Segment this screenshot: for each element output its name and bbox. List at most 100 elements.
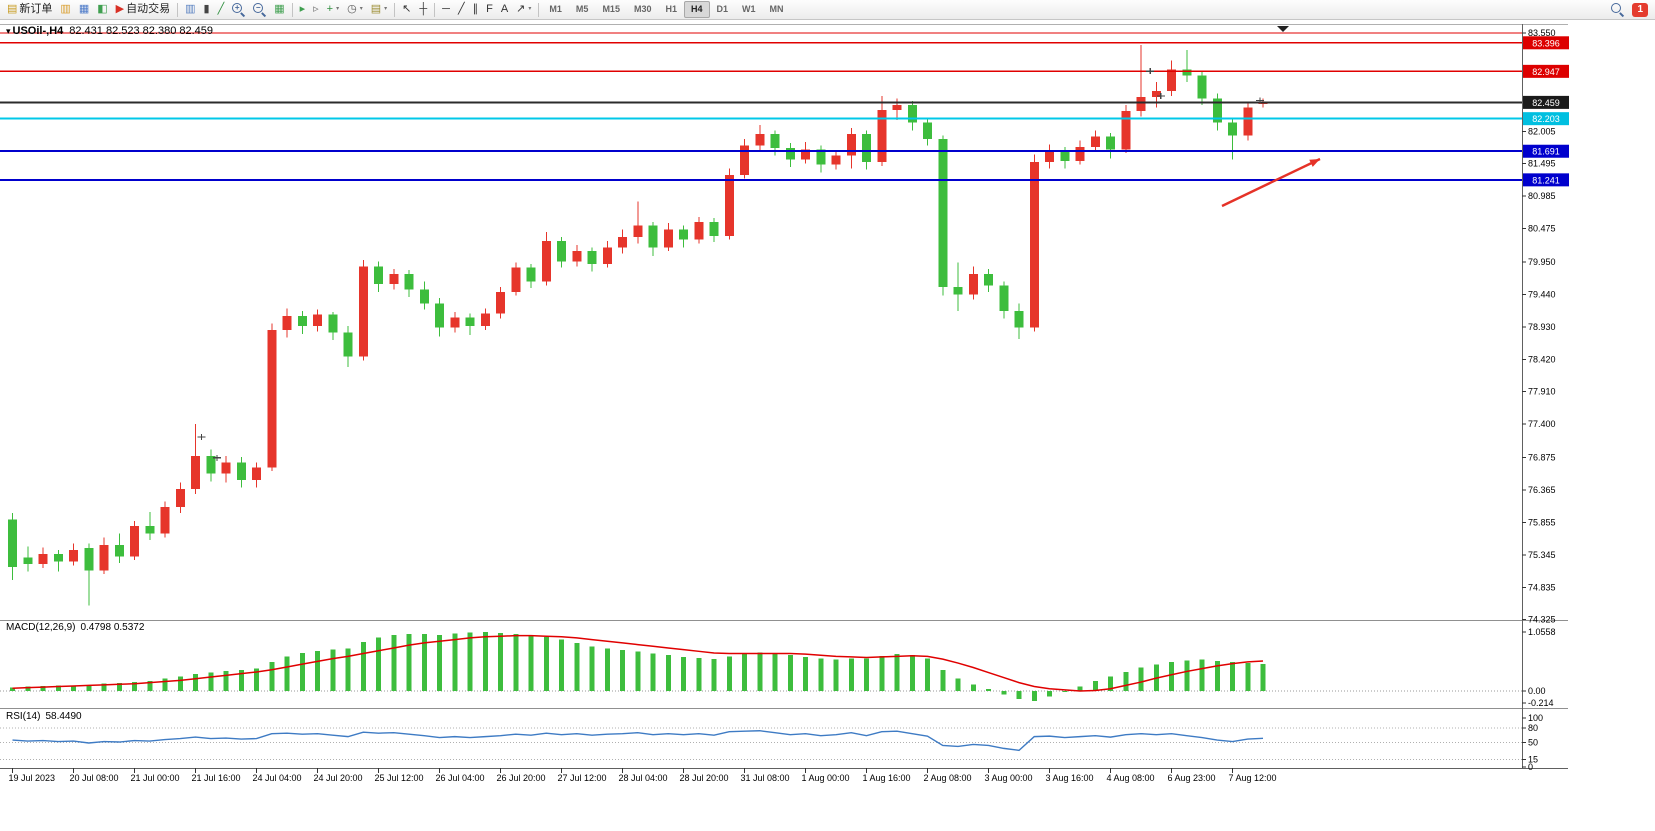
horizontal-line-button[interactable]: ─: [438, 1, 454, 18]
crosshair-button-icon: ┼: [419, 3, 428, 15]
timeframe-m5[interactable]: M5: [575, 4, 589, 14]
chart-canvas[interactable]: 83.550 82.005 81.495 80.985 80.475 79.950 79.4…: [0, 20, 1655, 831]
markers-layer: [197, 68, 1264, 461]
new-order-button-label: 新订单: [19, 3, 53, 15]
cursor-button-icon: ↖: [402, 3, 412, 15]
svg-text:74.835: 74.835: [1528, 582, 1556, 592]
new-order-button[interactable]: ▤ 新订单: [3, 1, 56, 18]
indicators-button[interactable]: + ▾: [323, 1, 343, 18]
svg-text:1.0558: 1.0558: [1528, 627, 1556, 637]
svg-text:3 Aug 00:00: 3 Aug 00:00: [985, 773, 1033, 783]
cursor-button[interactable]: ↖: [398, 1, 415, 18]
auto-trading-button-icon: ▶: [115, 3, 125, 15]
chart-title: ▾ USOil-,H4 82.431 82.523 82.380 82.459: [6, 25, 213, 37]
trendline-button[interactable]: ╱: [454, 1, 469, 18]
bar-chart-button[interactable]: ▥: [181, 1, 199, 18]
svg-text:83.550: 83.550: [1528, 28, 1556, 38]
svg-text:27 Jul 12:00: 27 Jul 12:00: [558, 773, 607, 783]
svg-text:1 Aug 16:00: 1 Aug 16:00: [863, 773, 911, 783]
macd-name: MACD(12,26,9): [6, 622, 76, 633]
periods-button-icon: ◷: [347, 3, 357, 15]
chart-window[interactable]: 83.550 82.005 81.495 80.985 80.475 79.950 79.4…: [0, 20, 1655, 831]
timeframe-h1[interactable]: H1: [665, 4, 677, 14]
svg-text:82.947: 82.947: [1532, 67, 1560, 77]
crosshair-button[interactable]: ┼: [415, 1, 431, 18]
svg-text:50: 50: [1528, 738, 1538, 748]
periods-button[interactable]: ◷ ▾: [343, 1, 367, 18]
zoom-in-button[interactable]: [228, 1, 249, 18]
svg-text:26 Jul 20:00: 26 Jul 20:00: [497, 773, 546, 783]
hlines-layer: [0, 32, 1522, 181]
svg-text:79.440: 79.440: [1528, 289, 1556, 299]
zoom-in-button-icon: [232, 3, 245, 16]
svg-text:28 Jul 20:00: 28 Jul 20:00: [680, 773, 729, 783]
svg-text:75.855: 75.855: [1528, 517, 1556, 527]
chart-shift-marker[interactable]: [1277, 26, 1289, 32]
equidistant-channel-button-icon: ∥: [472, 3, 479, 15]
fibonacci-button-icon: F: [486, 3, 493, 15]
text-button[interactable]: A: [497, 1, 512, 18]
timeframe-w1[interactable]: W1: [742, 4, 756, 14]
toolbar-separator: [177, 2, 179, 17]
timeframe-m1[interactable]: M1: [549, 4, 562, 14]
svg-text:78.930: 78.930: [1528, 322, 1556, 332]
timeframe-d1[interactable]: D1: [716, 4, 729, 14]
zoom-out-button[interactable]: [249, 1, 270, 18]
tile-windows-button[interactable]: ▦: [270, 1, 288, 18]
svg-text:82.459: 82.459: [1532, 98, 1560, 108]
svg-text:7 Aug 12:00: 7 Aug 12:00: [1229, 773, 1277, 783]
equidistant-channel-button[interactable]: ∥: [469, 1, 483, 18]
svg-text:-0.214: -0.214: [1528, 698, 1554, 708]
macd-pane: [0, 631, 1522, 702]
fibonacci-button[interactable]: F: [482, 1, 497, 18]
templates-button[interactable]: ▤ ▾: [367, 1, 391, 18]
svg-text:6 Aug 23:00: 6 Aug 23:00: [1168, 773, 1216, 783]
notification-badge[interactable]: 1: [1632, 2, 1648, 17]
svg-text:1 Aug 00:00: 1 Aug 00:00: [802, 773, 850, 783]
svg-text:21 Jul 16:00: 21 Jul 16:00: [192, 773, 241, 783]
timeframe-mn[interactable]: MN: [769, 4, 784, 14]
zoom-out-button-icon: [253, 3, 266, 16]
chart-ohlc: 82.431 82.523 82.380 82.459: [69, 25, 214, 37]
symbol-dropdown-icon[interactable]: ▾: [6, 26, 11, 36]
svg-text:81.495: 81.495: [1528, 159, 1556, 169]
navigator-button[interactable]: ◧: [93, 1, 111, 18]
toolbar-separator: [291, 2, 293, 17]
svg-text:76.875: 76.875: [1528, 453, 1556, 463]
horizontal-line-button-icon: ─: [442, 3, 450, 15]
data-window-button[interactable]: ▦: [75, 1, 93, 18]
svg-text:25 Jul 12:00: 25 Jul 12:00: [375, 773, 424, 783]
arrows-button[interactable]: ↗ ▾: [512, 1, 535, 18]
time-axis[interactable]: 19 Jul 2023 20 Jul 08:00 21 Jul 00:00 21 Ju…: [9, 768, 1277, 783]
chart-frame: [0, 24, 1568, 769]
templates-button-icon: ▤: [370, 3, 382, 15]
svg-text:24 Jul 04:00: 24 Jul 04:00: [253, 773, 302, 783]
toolbar-separator: [434, 2, 436, 17]
search-icon[interactable]: [1611, 3, 1624, 16]
tile-windows-button-icon: ▦: [274, 3, 285, 15]
price-axis[interactable]: 83.550 82.005 81.495 80.985 80.475 79.950 79.4…: [1522, 28, 1569, 772]
timeframe-m15[interactable]: M15: [602, 4, 620, 14]
timeframe-m30[interactable]: M30: [633, 4, 652, 14]
market-watch-button[interactable]: ▥: [56, 1, 74, 18]
svg-text:75.345: 75.345: [1528, 550, 1556, 560]
timeframe-h4[interactable]: H4: [683, 1, 710, 18]
navigator-button-icon: ◧: [97, 3, 108, 15]
svg-text:21 Jul 00:00: 21 Jul 00:00: [131, 773, 180, 783]
candlestick-chart-button[interactable]: ▮: [200, 1, 214, 18]
auto-scroll-button[interactable]: ▸: [296, 1, 310, 18]
periods-button-dropdown-icon: ▾: [359, 6, 363, 12]
candlestick-chart-button-icon: ▮: [203, 3, 210, 15]
auto-trading-button[interactable]: ▶ 自动交易: [112, 1, 174, 18]
arrows-button-dropdown-icon: ▾: [528, 6, 532, 12]
indicators-button-icon: +: [326, 3, 334, 15]
line-chart-button[interactable]: ╱: [214, 1, 229, 18]
toolbar-items: ▤新订单▥▦◧▶自动交易▥▮╱▦▸▹+▾◷▾▤▾↖┼─╱∥FA↗▾M1M5M15…: [3, 1, 791, 18]
svg-text:24 Jul 20:00: 24 Jul 20:00: [314, 773, 363, 783]
svg-text:82.005: 82.005: [1528, 126, 1556, 136]
bar-chart-button-icon: ▥: [185, 3, 196, 15]
chart-shift-button[interactable]: ▹: [309, 1, 323, 18]
svg-text:2 Aug 08:00: 2 Aug 08:00: [924, 773, 972, 783]
svg-text:20 Jul 08:00: 20 Jul 08:00: [70, 773, 119, 783]
